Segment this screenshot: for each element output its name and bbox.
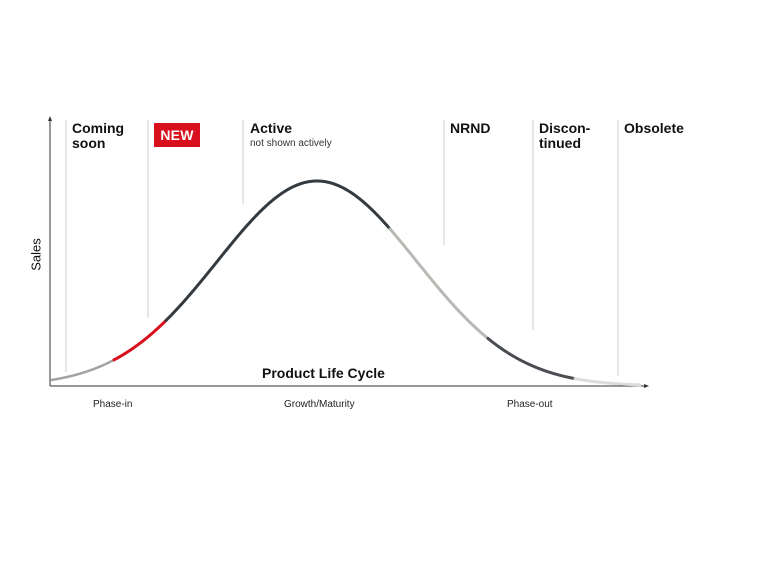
stage-active-sub: not shown actively	[250, 138, 332, 149]
curve-segment-new	[112, 318, 168, 362]
stage-discontinued-line2: tinued	[539, 135, 581, 151]
stage-discontinued: Discon- tinued	[539, 121, 590, 151]
phase-growth-label: Growth/Maturity	[284, 399, 355, 410]
curve-segment-active	[164, 179, 392, 322]
curve-segment-nrnd	[388, 227, 490, 340]
curve-segment-phase-in	[50, 358, 116, 382]
stage-coming-soon-line1: Coming	[72, 120, 125, 136]
stage-coming-soon-line2: soon	[72, 135, 106, 151]
curve-segment-discontinued	[486, 336, 577, 381]
phase-in-label: Phase-in	[93, 399, 133, 410]
stage-coming-soon: Coming soon	[72, 121, 124, 151]
stage-active: Active	[250, 120, 293, 136]
x-axis-title: Product Life Cycle	[262, 365, 385, 381]
x-axis-arrow	[644, 384, 649, 388]
phase-out-label: Phase-out	[507, 399, 553, 410]
stage-nrnd: NRND	[450, 120, 491, 136]
life-cycle-curve	[50, 179, 642, 387]
y-axis-title: Sales	[28, 238, 44, 271]
new-badge: NEW	[154, 123, 200, 147]
y-axis-arrow	[48, 116, 52, 121]
curve-segment-obsolete	[573, 377, 642, 387]
stage-obsolete: Obsolete	[624, 120, 684, 136]
stage-discontinued-line1: Discon-	[539, 120, 591, 136]
